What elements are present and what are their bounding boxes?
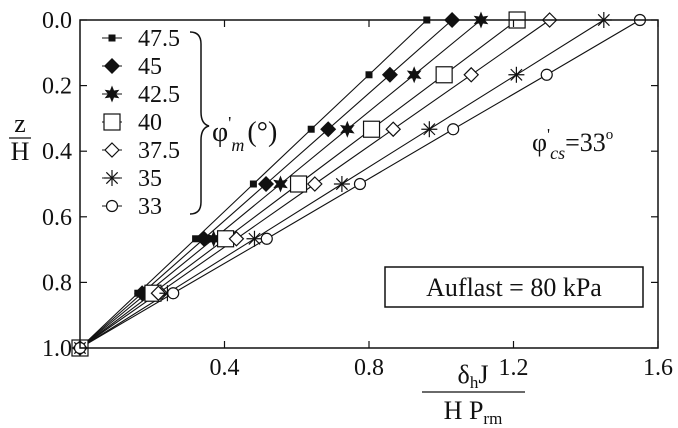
y-tick-label: 0.2 bbox=[42, 74, 72, 100]
x-tick-label: 1.6 bbox=[643, 355, 673, 381]
data-point-37_5-2 bbox=[228, 230, 245, 247]
x-label-denominator: H Prm bbox=[444, 396, 503, 428]
legend-marker bbox=[105, 199, 119, 213]
y-axis-label: z H bbox=[9, 109, 31, 166]
x-label-numerator: δhJ bbox=[458, 360, 489, 392]
data-point-47_5-5 bbox=[365, 71, 373, 79]
y-label-numerator: z bbox=[14, 109, 26, 138]
data-point-42_5-2 bbox=[206, 230, 222, 248]
legend-item-42_5: 42.5 bbox=[102, 82, 180, 108]
load-annotation: Auflast = 80 kPa bbox=[426, 273, 602, 302]
data-point-47_5-3 bbox=[249, 180, 257, 188]
y-tick-label: 0.4 bbox=[42, 139, 72, 165]
data-point-37_5-3 bbox=[306, 176, 323, 192]
data-point-35-5 bbox=[508, 66, 525, 83]
legend-label: 40 bbox=[138, 110, 162, 136]
legend-item-47_5: 47.5 bbox=[102, 26, 180, 52]
data-point-33-1 bbox=[167, 287, 180, 300]
data-point-47_5-4 bbox=[307, 125, 315, 133]
legend-item-40: 40 bbox=[102, 110, 162, 136]
data-point-45-4 bbox=[320, 121, 337, 138]
data-point-40-4 bbox=[362, 120, 381, 138]
data-point-47_5-2 bbox=[192, 235, 200, 243]
y-tick-label: 0.0 bbox=[42, 8, 72, 34]
data-point-35-4 bbox=[421, 121, 438, 138]
legend-item-37_5: 37.5 bbox=[102, 138, 180, 164]
legend-label: 35 bbox=[138, 166, 162, 192]
data-point-35-3 bbox=[333, 176, 350, 192]
x-tick-label: 0.4 bbox=[210, 355, 240, 381]
y-tick-label: 0.6 bbox=[42, 205, 72, 231]
data-point-42_5-5 bbox=[406, 66, 422, 84]
data-point-33-2 bbox=[260, 232, 273, 245]
x-tick-label: 1.2 bbox=[499, 355, 529, 381]
legend-brace bbox=[189, 31, 210, 215]
legend-marker bbox=[104, 85, 120, 103]
legend-item-33: 33 bbox=[102, 194, 162, 220]
legend-label: 47.5 bbox=[138, 26, 180, 52]
legend-marker bbox=[108, 34, 116, 42]
legend-label: 37.5 bbox=[138, 138, 180, 164]
legend-marker bbox=[104, 142, 120, 158]
legend-item-45: 45 bbox=[102, 54, 162, 80]
data-point-33-3 bbox=[353, 177, 367, 191]
data-point-33-5 bbox=[540, 68, 553, 81]
data-point-45-3 bbox=[258, 176, 275, 192]
phi-cs-annotation: φ'cs=33o bbox=[532, 125, 613, 163]
data-point-35-2 bbox=[246, 230, 263, 247]
data-point-42_5-3 bbox=[273, 175, 288, 193]
data-point-37_5-5 bbox=[463, 66, 480, 83]
legend-item-35: 35 bbox=[102, 166, 162, 192]
data-point-40-5 bbox=[435, 66, 453, 84]
legend-marker bbox=[103, 113, 121, 131]
legend-label: 45 bbox=[138, 54, 162, 80]
y-tick-label: 1.0 bbox=[42, 336, 72, 362]
data-point-42_5-4 bbox=[339, 120, 355, 138]
data-point-37_5-4 bbox=[385, 121, 402, 138]
x-tick-label: 0.8 bbox=[354, 355, 384, 381]
legend-label: 33 bbox=[138, 194, 162, 220]
axis-ticks: 0.4 0.8 1.2 1.6 0.0 0.2 0.4 0.6 0.8 1.0 bbox=[42, 8, 673, 381]
legend-group-label: φ'm (°) bbox=[212, 113, 277, 155]
legend-marker bbox=[104, 58, 120, 74]
data-point-33-4 bbox=[447, 123, 460, 136]
load-annotation-box bbox=[384, 266, 644, 308]
legend-label: 42.5 bbox=[138, 82, 180, 108]
series-markers bbox=[71, 11, 647, 357]
x-axis-label: δhJ H Prm bbox=[422, 360, 525, 428]
y-label-denominator: H bbox=[11, 137, 30, 166]
data-point-45-5 bbox=[381, 66, 398, 83]
y-tick-label: 0.8 bbox=[42, 270, 72, 296]
legend-marker bbox=[104, 170, 120, 186]
data-point-37_5-1 bbox=[150, 285, 167, 302]
data-point-40-3 bbox=[289, 175, 308, 193]
